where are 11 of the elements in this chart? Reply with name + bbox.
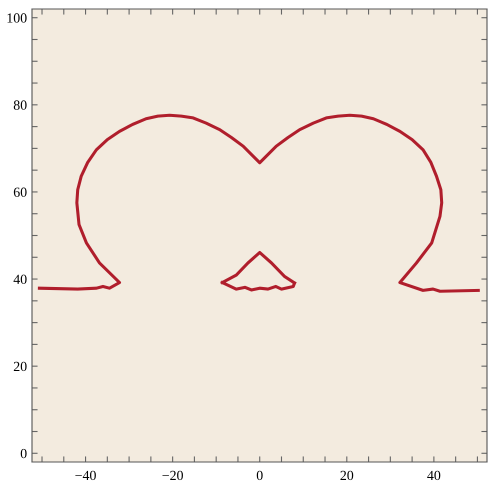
y-tick-label: 60 <box>14 188 27 197</box>
x-tick-label: −20 <box>162 470 183 480</box>
y-tick-label: 40 <box>14 274 27 284</box>
x-tick-label: 20 <box>340 470 354 480</box>
y-tick-label: 80 <box>14 100 27 110</box>
y-tick-label: 0 <box>20 448 27 458</box>
x-tick-label: 40 <box>427 470 440 480</box>
y-tick-label: 20 <box>14 362 27 372</box>
x-tick-label: 0 <box>256 470 263 480</box>
x-tick-label: −40 <box>75 470 96 480</box>
y-tick-label: 100 <box>8 13 27 23</box>
